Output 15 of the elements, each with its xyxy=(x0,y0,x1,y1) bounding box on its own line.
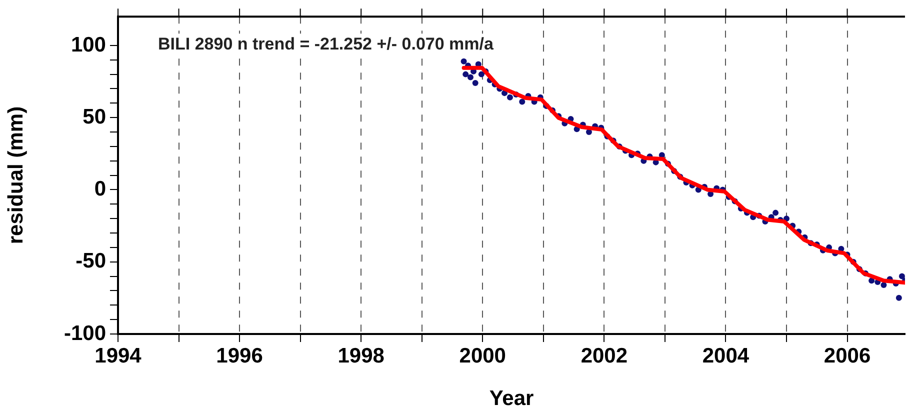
y-tick-label: -50 xyxy=(76,250,106,273)
x-tick-label: 1994 xyxy=(94,344,142,368)
y-tick-label: -100 xyxy=(64,322,106,345)
x-tick-label: 1998 xyxy=(338,344,385,368)
y-axis-title: residual (mm) xyxy=(4,106,28,244)
y-tick-label: 0 xyxy=(94,178,106,201)
y-tick-label: 50 xyxy=(82,105,106,128)
x-tick-label: 1996 xyxy=(216,344,263,368)
annotation: BILI 2890 n trend = -21.252 +/- 0.070 mm/a xyxy=(158,34,494,54)
y-tick-label: 100 xyxy=(70,33,106,56)
x-tick-label: 2004 xyxy=(702,344,750,368)
x-tick-label: 2002 xyxy=(580,344,628,368)
x-axis-title: Year xyxy=(489,387,534,410)
x-tick-label: 2006 xyxy=(824,344,871,368)
x-tick-label: 2000 xyxy=(459,344,506,368)
